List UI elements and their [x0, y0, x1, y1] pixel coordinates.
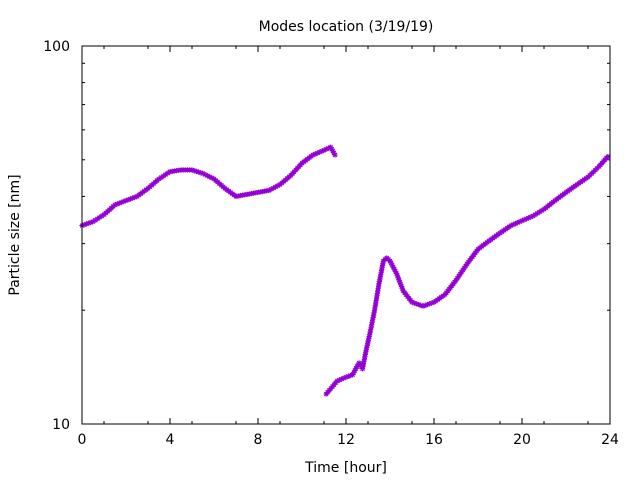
x-tick-label: 16: [425, 432, 443, 448]
x-axis-label: Time [hour]: [304, 460, 387, 476]
data-points: [79, 144, 611, 397]
x-tick-label: 24: [601, 432, 619, 448]
y-tick-label: 100: [43, 39, 70, 55]
x-tick-label: 20: [513, 432, 531, 448]
data-point: [332, 152, 338, 158]
x-tick-label: 12: [337, 432, 355, 448]
tick-labels: 0 4 8 12 16 20 24 10 100: [43, 39, 619, 448]
data-point: [512, 221, 518, 227]
plot-frame: [81, 45, 611, 425]
data-point: [343, 374, 349, 380]
chart-title: Modes location (3/19/19): [259, 19, 434, 35]
data-point: [388, 260, 394, 266]
data-point: [427, 301, 433, 307]
y-axis-label: Particle size [nm]: [7, 174, 23, 295]
x-tick-label: 4: [166, 432, 175, 448]
data-point: [275, 183, 281, 189]
data-point: [420, 303, 426, 309]
x-tick-label: 0: [78, 432, 87, 448]
x-tick-label: 8: [254, 432, 263, 448]
data-point: [347, 372, 353, 379]
y-tick-label: 10: [52, 417, 70, 433]
